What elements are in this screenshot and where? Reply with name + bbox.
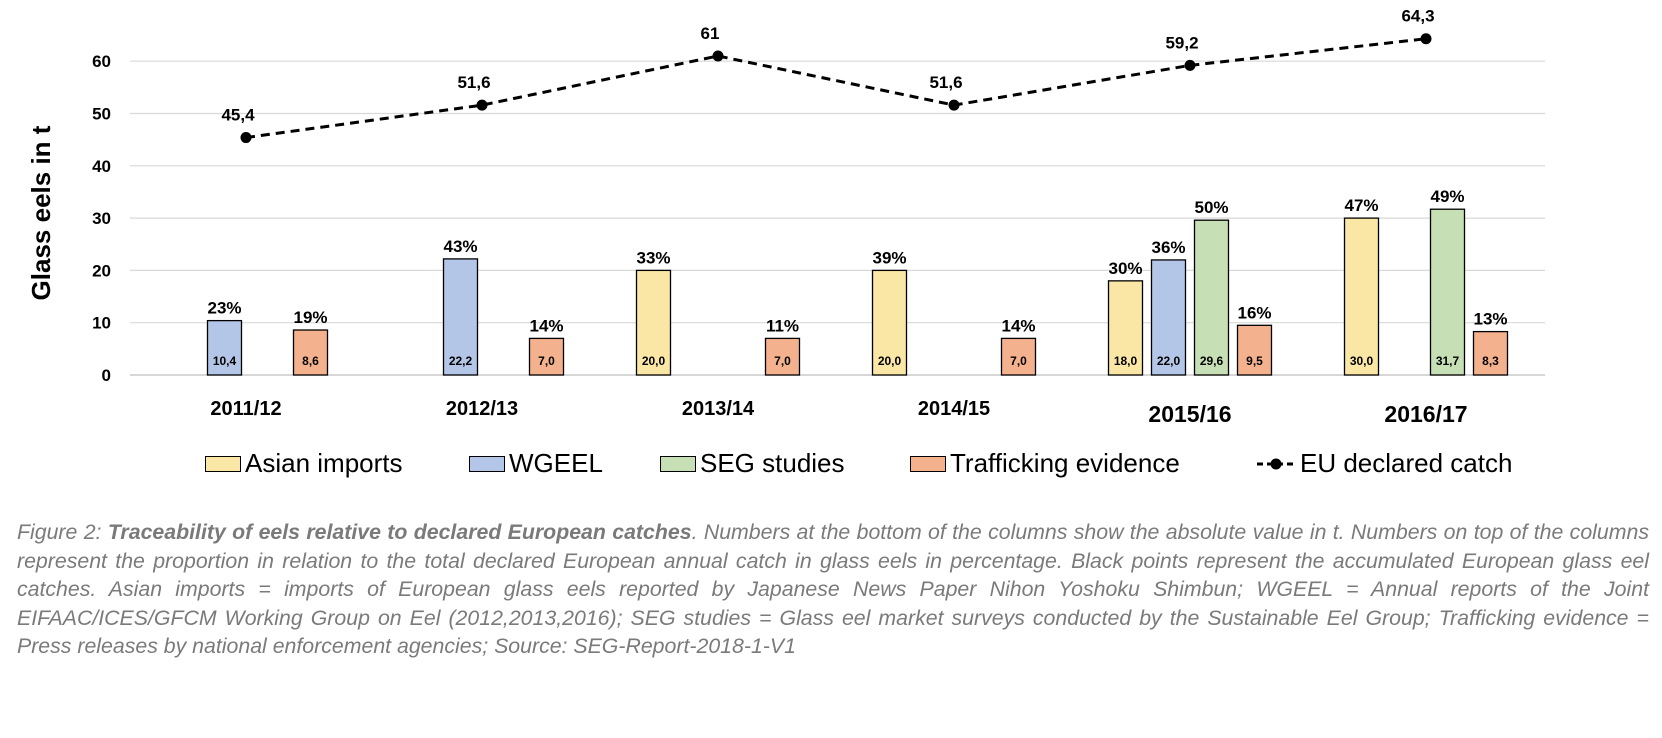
bar-seg-studies: [1429, 208, 1466, 376]
bar-percent-label: 14%: [529, 316, 563, 335]
x-category-label: 2016/17: [1384, 401, 1467, 427]
bar-value-label: 22,0: [1157, 354, 1181, 368]
legend-label: Trafficking evidence: [950, 448, 1180, 478]
bar-percent-label: 30%: [1108, 259, 1142, 278]
bar-wgeel: [1150, 259, 1187, 376]
bar-asian-imports: [871, 269, 908, 376]
legend-swatch-trafficking-evidence: [910, 455, 946, 472]
legend-item-eu-declared-catch: EU declared catch: [1256, 448, 1512, 479]
legend-swatch-wgeel: [469, 455, 505, 472]
y-tick-label: 30: [92, 209, 111, 228]
bar-value-label: 31,7: [1436, 354, 1460, 368]
bar-percent-label: 13%: [1473, 310, 1507, 329]
bar-value-label: 7,0: [1010, 354, 1027, 368]
bar-value-label: 7,0: [774, 354, 791, 368]
y-tick-label: 60: [92, 52, 111, 71]
eu-catch-label: 51,6: [929, 73, 962, 92]
bar-percent-label: 16%: [1237, 303, 1271, 322]
bar-percent-label: 36%: [1151, 238, 1185, 257]
y-tick-label: 20: [92, 261, 111, 280]
caption-body: . Numbers at the bottom of the columns s…: [17, 520, 1649, 658]
bar-trafficking-evidence: [528, 337, 565, 376]
bar-percent-label: 49%: [1430, 187, 1464, 206]
gridlines: [130, 60, 1545, 376]
eu-catch-point: [1184, 59, 1196, 71]
bar-percent-label: 33%: [636, 248, 670, 267]
bar-trafficking-evidence: [1236, 324, 1273, 376]
legend-item-trafficking-evidence: Trafficking evidence: [910, 448, 1180, 479]
caption-title: Traceability of eels relative to declare…: [107, 520, 692, 544]
eu-catch-point: [476, 99, 488, 111]
bar-value-label: 8,3: [1482, 354, 1499, 368]
legend-item-seg-studies: SEG studies: [660, 448, 845, 479]
legend-label: SEG studies: [700, 448, 845, 478]
bar-seg-studies: [1193, 219, 1230, 376]
x-category-label: 2014/15: [918, 398, 990, 420]
eu-catch-point: [948, 99, 960, 111]
bar-trafficking-evidence: [292, 329, 329, 376]
legend-item-wgeel: WGEEL: [469, 448, 603, 479]
bar-value-label: 29,6: [1200, 354, 1224, 368]
eu-catch-label: 51,6: [457, 73, 490, 92]
y-tick-label: 50: [92, 105, 111, 124]
legend-label: EU declared catch: [1300, 448, 1513, 478]
legend-label: WGEEL: [509, 448, 603, 478]
legend-label: Asian imports: [245, 448, 403, 478]
eu-catch-label: 64,3: [1401, 7, 1434, 26]
eu-catch-point: [1420, 33, 1432, 45]
bar-value-label: 20,0: [642, 354, 666, 368]
bar-percent-label: 43%: [443, 237, 477, 256]
y-tick-label: 0: [102, 366, 111, 385]
legend-item-asian-imports: Asian imports: [205, 448, 403, 479]
x-category-label: 2011/12: [210, 398, 281, 420]
x-category-label: 2012/13: [446, 398, 518, 420]
eu-catch-label: 45,4: [221, 106, 255, 125]
bars: 20,0 33% 20,0 39% 18,0 30% 30,0 47% 10,4 23% 22,2 4…: [206, 187, 1509, 376]
bar-trafficking-evidence: [1472, 330, 1509, 376]
bar-percent-label: 47%: [1344, 196, 1378, 215]
eu-catch-label: 59,2: [1165, 33, 1198, 52]
bar-value-label: 7,0: [538, 354, 555, 368]
bar-value-label: 22,2: [449, 354, 473, 368]
bar-asian-imports: [1107, 280, 1144, 376]
y-tick-label: 40: [92, 157, 111, 176]
bar-percent-label: 23%: [207, 299, 241, 318]
bar-asian-imports: [635, 269, 672, 376]
bar-asian-imports: [1343, 217, 1380, 376]
bar-trafficking-evidence: [764, 337, 801, 376]
y-tick-label: 10: [92, 314, 111, 333]
figure-caption: Figure 2: Traceability of eels relative …: [17, 518, 1649, 661]
bar-value-label: 20,0: [878, 354, 902, 368]
bar-percent-label: 19%: [293, 308, 327, 327]
legend-swatch-asian-imports: [205, 455, 241, 472]
bar-wgeel: [442, 258, 479, 376]
eu-catch-line: 45,4 51,6 61 51,6 59,2 64,3: [221, 7, 1435, 144]
bar-percent-label: 39%: [872, 248, 906, 267]
bar-percent-label: 50%: [1194, 198, 1228, 217]
bar-value-label: 30,0: [1350, 354, 1374, 368]
bar-percent-label: 14%: [1001, 316, 1035, 335]
eu-catch-point: [712, 50, 724, 62]
bar-value-label: 10,4: [213, 354, 237, 368]
x-category-label: 2013/14: [682, 398, 755, 420]
x-axis-categories: 2011/12 2012/13 2013/14 2014/15 2015/16 2016/…: [210, 398, 1467, 427]
x-category-label: 2015/16: [1148, 401, 1231, 427]
eu-catch-label: 61: [701, 24, 720, 43]
legend-swatch-seg-studies: [660, 455, 696, 472]
y-axis-label: Glass eels in t: [26, 125, 56, 300]
legend-line-marker-icon: [1257, 458, 1295, 469]
bar-value-label: 9,5: [1246, 354, 1263, 368]
caption-prefix: Figure 2:: [17, 520, 108, 544]
bar-value-label: 8,6: [302, 354, 319, 368]
eu-catch-line-path: [245, 37, 1427, 140]
bar-value-label: 18,0: [1114, 354, 1138, 368]
eu-catch-point: [240, 132, 252, 144]
y-axis-ticks: 0 10 20 30 40 50 60: [92, 52, 111, 385]
bar-trafficking-evidence: [1000, 337, 1037, 376]
bar-wgeel: [206, 319, 243, 376]
legend: Asian imports WGEEL SEG studies Traffick…: [0, 448, 1662, 488]
bar-percent-label: 11%: [766, 316, 799, 335]
